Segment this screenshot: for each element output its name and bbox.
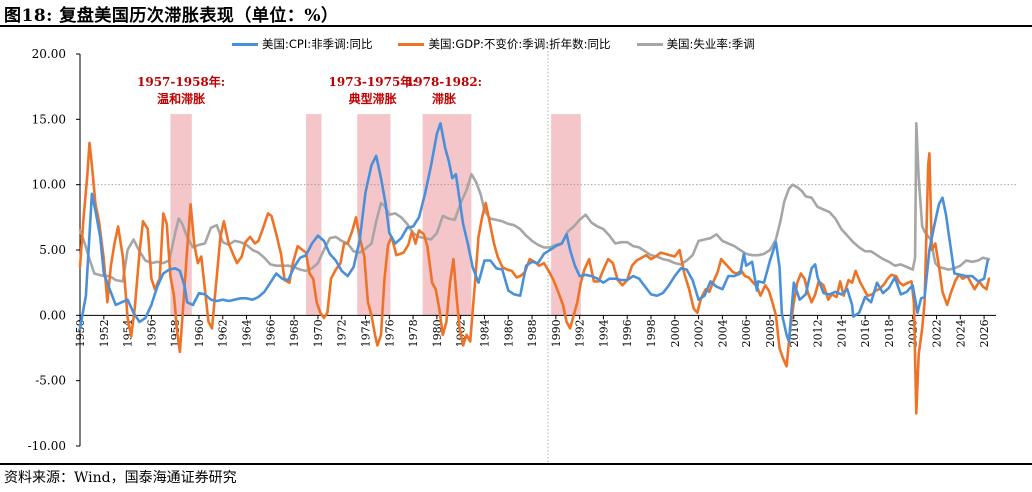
x-tick-label: 1992 [574, 319, 587, 347]
y-tick-label: -5.00 [35, 374, 66, 388]
source-note: 资料来源：Wind，国泰海通证券研究 [4, 470, 237, 486]
x-tick-label: 1994 [597, 319, 610, 347]
legend-swatch-unemp [636, 42, 663, 46]
x-tick-label: 1960 [193, 319, 206, 347]
x-tick-label: 2004 [716, 319, 729, 347]
series-line-cpi [78, 122, 989, 343]
x-tick-label: 1978 [407, 319, 420, 347]
x-tick-label: 1968 [288, 319, 301, 347]
annotation-period-2: 1973-1975年: [329, 74, 417, 89]
chart-legend: 美国:CPI:非季调:同比 美国:GDP:不变价:季调:折年数:同比 美国:失业… [232, 36, 755, 52]
legend-label-unemp: 美国:失业率:季调 [666, 37, 755, 51]
x-tick-label: 2002 [693, 319, 706, 347]
y-tick-label: 0.00 [39, 308, 66, 322]
annotation-period-1: 1957-1958年: [137, 74, 225, 89]
legend-label-gdp: 美国:GDP:不变价:季调:折年数:同比 [428, 37, 611, 51]
x-tick-label: 2006 [740, 319, 753, 347]
annotation-label-1: 温和滞胀 [157, 91, 205, 106]
y-tick-label: -10.00 [28, 439, 66, 453]
y-tick-label: 5.00 [39, 243, 66, 257]
x-tick-label: 2020 [907, 319, 920, 347]
x-tick-label: 2022 [931, 319, 944, 347]
annotation-label-3: 滞胀 [432, 91, 456, 106]
bottom-rule [0, 463, 1032, 465]
x-tick-label: 1950 [74, 319, 87, 347]
x-tick-label: 1976 [383, 319, 396, 347]
x-tick-label: 1964 [241, 319, 254, 347]
x-tick-label: 1986 [502, 319, 515, 347]
x-tick-label: 1962 [217, 319, 230, 347]
legend-swatch-gdp [398, 42, 425, 46]
x-tick-label: 1998 [645, 319, 658, 347]
legend-item-unemp: 美国:失业率:季调 [636, 36, 755, 52]
x-tick-label: 1974 [360, 319, 373, 347]
x-tick-label: 1966 [264, 319, 277, 347]
x-tick-label: 1970 [312, 319, 325, 347]
x-tick-label: 2014 [835, 319, 848, 347]
x-tick-label: 1990 [550, 319, 563, 347]
y-tick-label: 10.00 [32, 178, 66, 192]
top-rule [0, 25, 1032, 27]
x-tick-label: 1956 [145, 319, 158, 347]
x-tick-label: 2008 [764, 319, 777, 347]
y-tick-label: 15.00 [32, 112, 66, 126]
shaded-period-5 [551, 114, 581, 316]
annotation-period-3: 1978-1982: [406, 75, 482, 89]
figure-title: 图18: 复盘美国历次滞胀表现（单位：%） [4, 6, 339, 26]
y-tick-label: 20.00 [32, 47, 66, 61]
legend-item-gdp: 美国:GDP:不变价:季调:折年数:同比 [398, 36, 611, 52]
x-tick-label: 1972 [336, 319, 349, 347]
x-tick-label: 2000 [669, 319, 682, 347]
series-line-gdp [78, 141, 991, 415]
x-tick-label: 1988 [526, 319, 539, 347]
x-tick-label: 1996 [621, 319, 634, 347]
series-line-unemp [78, 122, 991, 283]
x-tick-label: 1984 [478, 319, 491, 347]
x-tick-label: 1952 [98, 319, 111, 347]
x-tick-label: 2018 [883, 319, 896, 347]
annotation-label-2: 典型滞胀 [349, 91, 397, 106]
x-tick-label: 2024 [954, 319, 967, 347]
shaded-period-4 [422, 114, 472, 316]
legend-label-cpi: 美国:CPI:非季调:同比 [262, 37, 373, 51]
x-tick-label: 2012 [812, 319, 825, 347]
x-tick-label: 2026 [978, 319, 991, 347]
x-tick-label: 2016 [859, 319, 872, 347]
legend-item-cpi: 美国:CPI:非季调:同比 [232, 36, 372, 52]
legend-swatch-cpi [232, 42, 258, 46]
